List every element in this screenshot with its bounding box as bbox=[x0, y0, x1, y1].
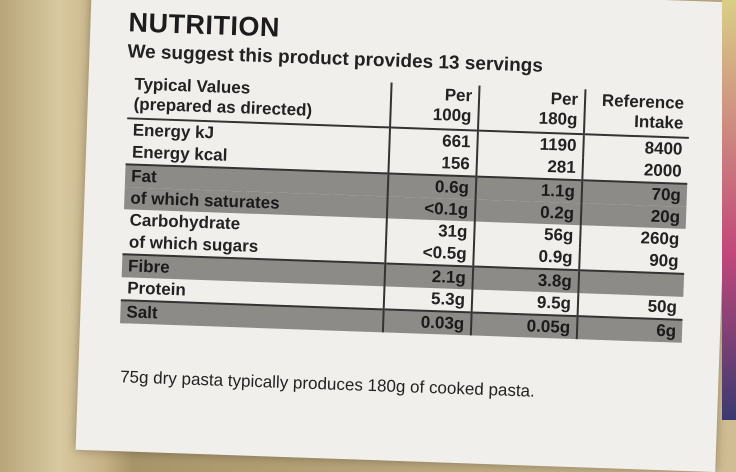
footer-note: 75g dry pasta typically produces 180g of… bbox=[119, 367, 536, 401]
nutrient-value: <0.5g bbox=[385, 240, 475, 267]
column-header: Per 100g bbox=[390, 82, 480, 131]
title: NUTRITION bbox=[128, 7, 281, 43]
nutrient-value: 0.03g bbox=[382, 309, 472, 336]
column-header: Reference Intake bbox=[583, 89, 691, 138]
nutrient-value: 5.3g bbox=[383, 286, 473, 313]
nutrient-value: 156 bbox=[388, 150, 478, 177]
nutrient-value: 6g bbox=[576, 316, 683, 343]
nutrient-value: 0.05g bbox=[470, 312, 578, 340]
nutrient-value: 661 bbox=[389, 127, 478, 154]
nutrition-label: NUTRITION We suggest this product provid… bbox=[75, 0, 732, 472]
column-header: Per 180g bbox=[477, 85, 586, 135]
subtitle: We suggest this product provides 13 serv… bbox=[127, 41, 544, 77]
nutrient-value: 0.6g bbox=[387, 173, 477, 200]
nutrient-value: <0.1g bbox=[386, 196, 476, 222]
nutrient-value: 2.1g bbox=[384, 263, 474, 290]
package-edge bbox=[722, 0, 736, 420]
nutrition-table: Typical Values (prepared as directed) Per… bbox=[120, 73, 691, 343]
nutrient-value: 31g bbox=[386, 218, 475, 244]
